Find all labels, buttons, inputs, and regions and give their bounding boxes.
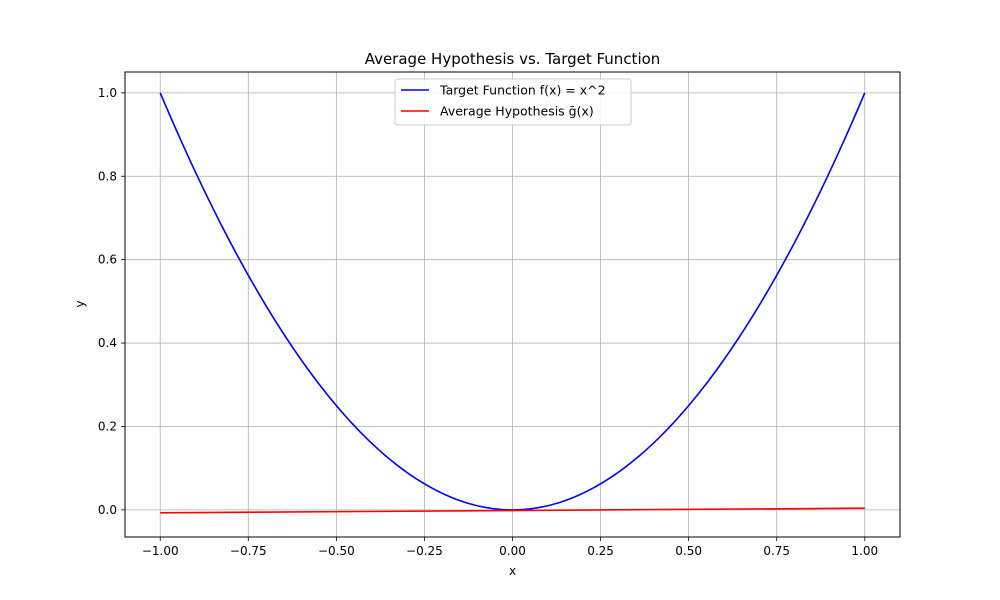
y-tick-label: 0.4: [98, 336, 117, 350]
legend-label: Average Hypothesis ḡ(x): [440, 104, 594, 119]
chart-title: Average Hypothesis vs. Target Function: [365, 50, 661, 68]
y-tick-label: 0.0: [98, 503, 117, 517]
x-tick-label: −1.00: [142, 544, 179, 558]
legend-box: [394, 78, 632, 126]
legend: Target Function f(x) = x^2 Average Hypoth…: [394, 78, 632, 126]
y-tick-label: 1.0: [98, 86, 117, 100]
x-tick-label: 0.00: [499, 544, 526, 558]
x-tick-label: −0.50: [318, 544, 355, 558]
x-tick-label: 0.75: [763, 544, 790, 558]
y-tick-label: 0.6: [98, 253, 117, 267]
x-axis-label: x: [509, 564, 516, 578]
x-tick-label: −0.25: [406, 544, 443, 558]
legend-label: Target Function f(x) = x^2: [439, 83, 606, 98]
x-tick-label: −0.75: [230, 544, 267, 558]
series-line-1: [160, 507, 865, 514]
y-tick-label: 0.8: [98, 169, 117, 183]
y-axis-label: y: [73, 300, 87, 307]
x-tick-label: 1.00: [851, 544, 878, 558]
ticks: −1.00 −0.75 −0.50 −0.25 0.00 0.25 0.50 0.75 1.00…: [98, 86, 878, 558]
y-tick-label: 0.2: [98, 419, 117, 433]
x-tick-label: 0.50: [675, 544, 702, 558]
series-layer: [159, 92, 866, 514]
x-tick-label: 0.25: [587, 544, 614, 558]
